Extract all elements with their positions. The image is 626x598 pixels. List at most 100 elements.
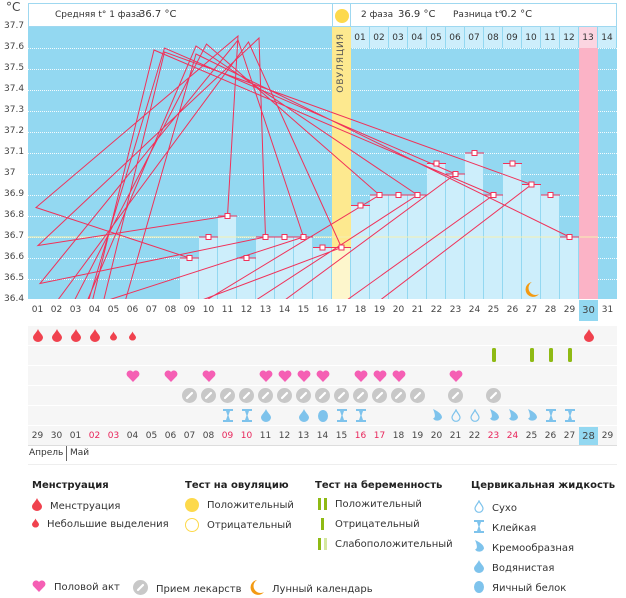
calendar-date[interactable]: 15: [335, 431, 348, 441]
temperature-point[interactable]: [509, 160, 516, 167]
heart-icon[interactable]: [256, 366, 275, 385]
temperature-point[interactable]: [452, 171, 459, 177]
pill-icon[interactable]: [275, 386, 294, 405]
pill-icon[interactable]: [351, 386, 370, 405]
heart-icon[interactable]: [161, 366, 180, 385]
temperature-point[interactable]: [395, 192, 402, 198]
temperature-point[interactable]: [528, 181, 535, 188]
temperature-point[interactable]: [471, 150, 478, 156]
calendar-date[interactable]: 07: [183, 431, 196, 441]
calendar-date[interactable]: 13: [297, 431, 310, 441]
sticky-fluid-icon[interactable]: [332, 406, 351, 425]
temperature-point[interactable]: [224, 213, 231, 219]
calendar-date[interactable]: 10: [240, 431, 253, 441]
small-blood-drop-icon[interactable]: [123, 326, 142, 345]
temperature-point[interactable]: [319, 244, 326, 251]
dry-fluid-icon[interactable]: [446, 406, 465, 425]
calendar-date[interactable]: 30: [50, 431, 63, 441]
calendar-date[interactable]: 18: [392, 431, 405, 441]
calendar-date[interactable]: 12: [278, 431, 291, 441]
calendar-date[interactable]: 09: [221, 431, 234, 441]
heart-icon[interactable]: [275, 366, 294, 385]
sticky-fluid-icon[interactable]: [560, 406, 579, 425]
temperature-point[interactable]: [338, 244, 345, 251]
temperature-point[interactable]: [376, 192, 383, 198]
calendar-date[interactable]: 17: [373, 431, 386, 441]
calendar-date[interactable]: 05: [145, 431, 158, 441]
calendar-date[interactable]: 04: [126, 431, 139, 441]
heart-icon[interactable]: [446, 366, 465, 385]
temperature-point[interactable]: [490, 192, 497, 198]
calendar-date[interactable]: 21: [449, 431, 462, 441]
blood-drop-icon[interactable]: [579, 326, 598, 345]
temperature-point[interactable]: [414, 192, 421, 198]
calendar-date[interactable]: 25: [525, 431, 538, 441]
calendar-date[interactable]: 16: [354, 431, 367, 441]
pregnancy-test-negative-icon[interactable]: [560, 345, 579, 364]
blood-drop-icon[interactable]: [28, 326, 47, 345]
creamy-fluid-icon[interactable]: [484, 406, 503, 425]
calendar-date[interactable]: 23: [487, 431, 500, 441]
calendar-date[interactable]: 01: [69, 431, 82, 441]
blood-drop-icon[interactable]: [66, 326, 85, 345]
calendar-date[interactable]: 14: [316, 431, 329, 441]
pill-icon[interactable]: [294, 386, 313, 405]
temperature-point[interactable]: [433, 160, 440, 167]
pill-icon[interactable]: [180, 386, 199, 405]
creamy-fluid-icon[interactable]: [427, 406, 446, 425]
heart-icon[interactable]: [294, 366, 313, 385]
pill-icon[interactable]: [370, 386, 389, 405]
temperature-point[interactable]: [357, 202, 364, 209]
temperature-point[interactable]: [243, 255, 250, 261]
calendar-date[interactable]: 19: [411, 431, 424, 441]
sticky-fluid-icon[interactable]: [351, 406, 370, 425]
blood-drop-icon[interactable]: [85, 326, 104, 345]
pill-icon[interactable]: [256, 386, 275, 405]
watery-fluid-icon[interactable]: [256, 406, 275, 425]
temperature-point[interactable]: [547, 192, 554, 198]
sticky-fluid-icon[interactable]: [218, 406, 237, 425]
calendar-date[interactable]: 29: [31, 431, 44, 441]
dry-fluid-icon[interactable]: [465, 406, 484, 425]
pill-icon[interactable]: [237, 386, 256, 405]
calendar-date[interactable]: 27: [563, 431, 576, 441]
temperature-point[interactable]: [186, 255, 193, 261]
calendar-date[interactable]: 24: [506, 431, 519, 441]
pill-icon[interactable]: [199, 386, 218, 405]
calendar-date[interactable]: 29: [601, 431, 614, 441]
pill-icon[interactable]: [484, 386, 503, 405]
pill-icon[interactable]: [389, 386, 408, 405]
calendar-date[interactable]: 06: [164, 431, 177, 441]
pregnancy-test-negative-icon[interactable]: [522, 345, 541, 364]
pill-icon[interactable]: [313, 386, 332, 405]
heart-icon[interactable]: [123, 366, 142, 385]
calendar-date[interactable]: 28: [579, 427, 598, 446]
heart-icon[interactable]: [370, 366, 389, 385]
heart-icon[interactable]: [313, 366, 332, 385]
blood-drop-icon[interactable]: [47, 326, 66, 345]
pill-icon[interactable]: [218, 386, 237, 405]
temperature-point[interactable]: [281, 234, 288, 240]
calendar-date[interactable]: 20: [430, 431, 443, 441]
pill-icon[interactable]: [446, 386, 465, 405]
sticky-fluid-icon[interactable]: [237, 406, 256, 425]
sticky-fluid-icon[interactable]: [541, 406, 560, 425]
egg-fluid-icon[interactable]: [313, 406, 332, 425]
heart-icon[interactable]: [351, 366, 370, 385]
creamy-fluid-icon[interactable]: [522, 406, 541, 425]
pregnancy-test-negative-icon[interactable]: [484, 345, 503, 364]
calendar-date[interactable]: 26: [544, 431, 557, 441]
temperature-point[interactable]: [566, 234, 573, 240]
temperature-point[interactable]: [262, 234, 269, 240]
pregnancy-test-negative-icon[interactable]: [541, 345, 560, 364]
calendar-date[interactable]: 03: [107, 431, 120, 441]
pill-icon[interactable]: [408, 386, 427, 405]
pill-icon[interactable]: [332, 386, 351, 405]
calendar-date[interactable]: 08: [202, 431, 215, 441]
heart-icon[interactable]: [199, 366, 218, 385]
watery-fluid-icon[interactable]: [294, 406, 313, 425]
calendar-date[interactable]: 02: [88, 431, 101, 441]
temperature-point[interactable]: [300, 234, 307, 240]
calendar-date[interactable]: 22: [468, 431, 481, 441]
temperature-point[interactable]: [205, 234, 212, 240]
